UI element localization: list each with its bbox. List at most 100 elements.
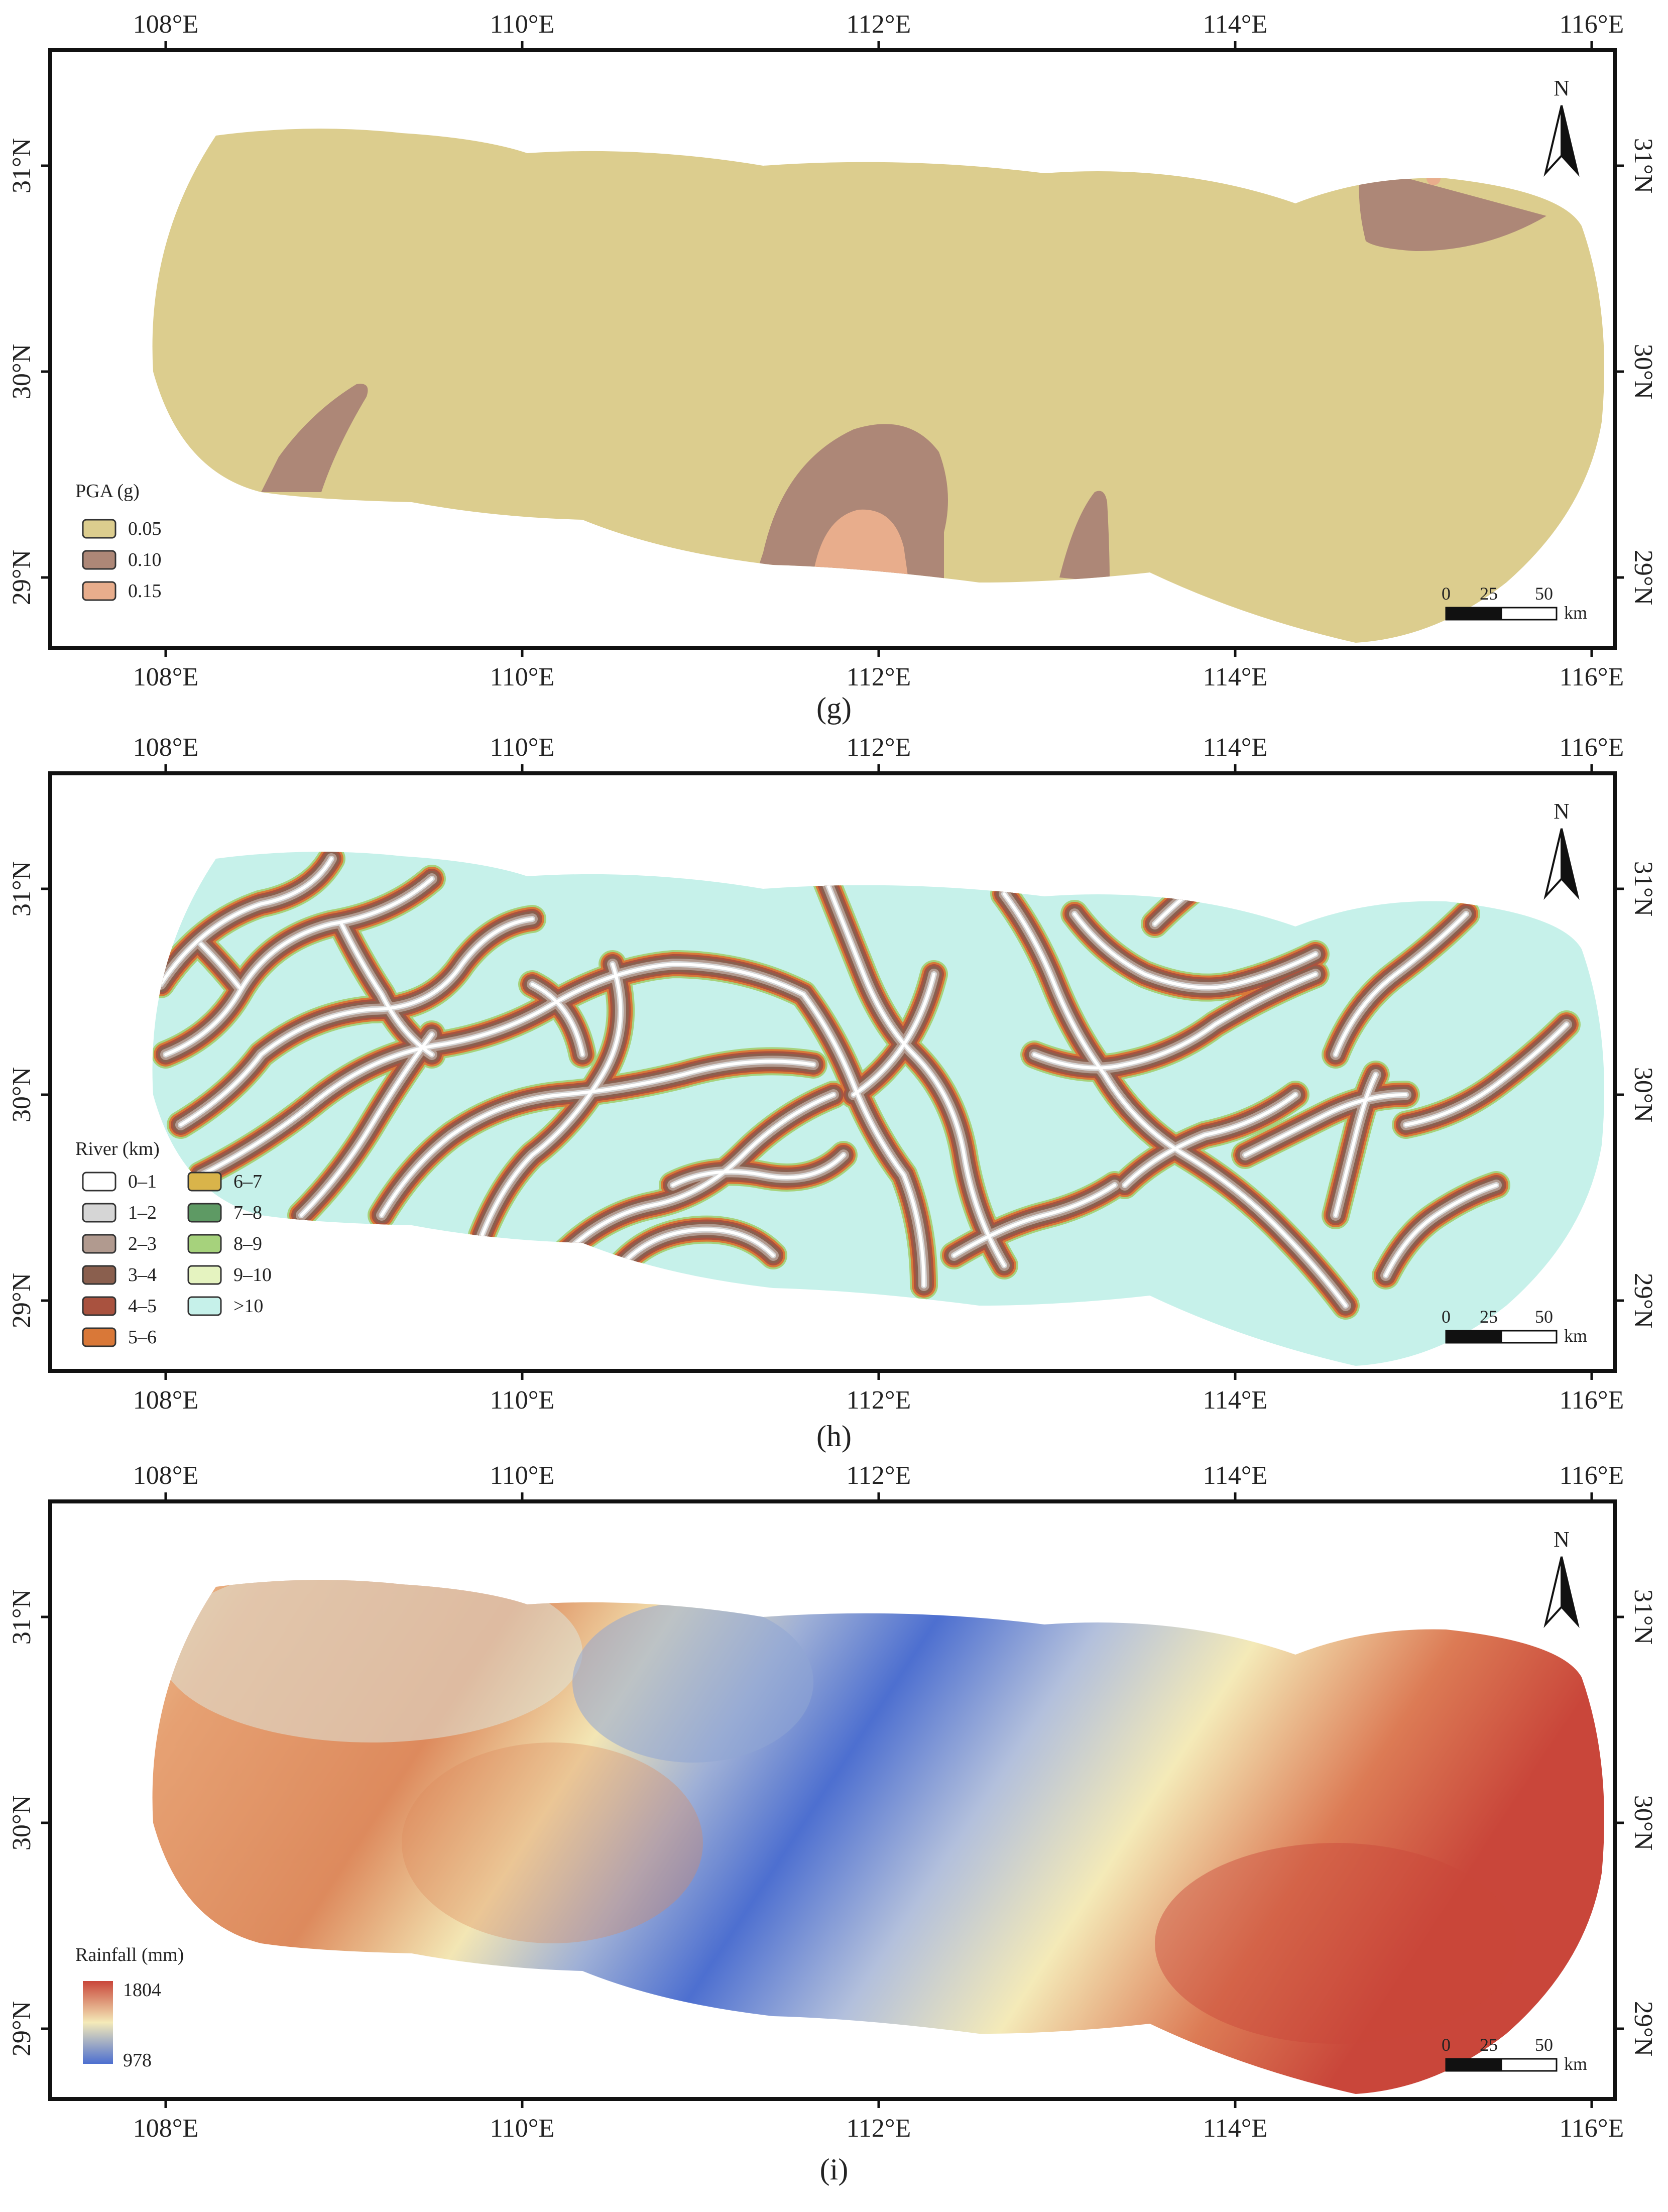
scale-unit: km [1564, 1326, 1587, 1346]
scale-bar: 0 25 50 km [1442, 2035, 1587, 2074]
legend-label: 0.15 [128, 580, 162, 602]
lon-tick-bottom: 108°E [133, 1386, 199, 1415]
panel-h-decorations: 108°E 108°E 110°E 110°E 112°E 112°E 114°E 114°E… [8, 733, 1657, 1453]
lon-tick-top: 116°E [1560, 10, 1624, 39]
river-buffer [912, 1053, 1006, 1267]
north-arrow-label: N [1554, 1527, 1570, 1552]
lon-tick-top: 108°E [133, 10, 199, 39]
pga-zone-0.10-northeast [1359, 166, 1546, 251]
lat-tick-left: 31°N [8, 861, 36, 916]
legend-label: 7–8 [233, 1202, 262, 1223]
lat-tick-left: 30°N [8, 1795, 36, 1850]
legend-swatch [187, 1265, 222, 1285]
lon-tick-bottom: 116°E [1560, 2114, 1624, 2143]
lon-tick-bottom: 110°E [490, 2114, 555, 2143]
lat-tick-right: 30°N [1629, 344, 1657, 399]
river-buffer [1073, 912, 1317, 989]
legend-swatch [82, 1172, 116, 1192]
scale-label: 25 [1480, 2035, 1498, 2055]
river-buffer [1334, 1073, 1377, 1217]
lat-tick-left: 30°N [8, 1067, 36, 1122]
legend-swatch [187, 1296, 222, 1316]
lon-tick-top: 112°E [847, 733, 911, 762]
legend-label: 0.10 [128, 549, 162, 570]
legend-label: 2–3 [128, 1233, 157, 1254]
river-buffer [852, 973, 935, 1096]
lon-tick-top: 110°E [490, 10, 555, 39]
river-buffer [481, 963, 622, 1237]
legend-title: Rainfall (mm) [75, 1944, 184, 1965]
scale-label: 50 [1535, 2035, 1553, 2055]
river-buffer [164, 877, 433, 1056]
legend-min: 978 [123, 2050, 152, 2071]
lon-tick-top: 116°E [1560, 1461, 1624, 1490]
lat-tick-right: 31°N [1629, 1589, 1657, 1645]
lon-tick-top: 112°E [847, 1461, 911, 1490]
north-arrow-icon [1561, 828, 1580, 900]
lat-tick-left: 29°N [8, 550, 36, 605]
panel-caption: (g) [816, 691, 852, 725]
lon-tick-top: 110°E [490, 733, 555, 762]
lon-tick-bottom: 112°E [847, 1386, 911, 1415]
legend-label: 3–4 [128, 1264, 157, 1286]
north-arrow-label: N [1554, 799, 1570, 824]
river-buffer [952, 1184, 1116, 1257]
legend-label: 0–1 [128, 1171, 157, 1192]
lat-tick-right: 30°N [1629, 1795, 1657, 1850]
lon-tick-top: 108°E [133, 1461, 199, 1490]
river-buffer [1003, 892, 1347, 1307]
river-buffer [340, 922, 433, 1056]
legend-swatch [82, 519, 116, 539]
river-buffer [159, 857, 333, 986]
lat-tick-right: 29°N [1629, 550, 1657, 605]
lat-tick-left: 29°N [8, 1273, 36, 1328]
lon-tick-bottom: 114°E [1203, 663, 1268, 691]
panel-i [48, 1499, 1617, 2101]
lat-tick-right: 30°N [1629, 1067, 1657, 1122]
river-buffer [531, 983, 584, 1056]
scale-label: 50 [1535, 584, 1553, 604]
legend-title: River (km) [75, 1138, 160, 1159]
rainfall-map [152, 1580, 1605, 2094]
lon-tick-top: 110°E [490, 1461, 555, 1490]
scale-unit: km [1564, 2054, 1587, 2074]
panel-caption: (i) [820, 2153, 849, 2186]
scale-bar: 0 25 50 km [1442, 1307, 1587, 1346]
river-buffer [822, 872, 915, 1056]
legend-swatch [187, 1203, 222, 1223]
legend-max: 1804 [123, 1980, 161, 2001]
legend-swatch [187, 1172, 222, 1192]
legend-label: 9–10 [233, 1264, 272, 1286]
river-buffer [199, 943, 243, 991]
legend-rainfall: Rainfall (mm) 1804 978 [75, 1944, 184, 2071]
panel-g-decorations: 108°E 108°E 110°E 110°E 112°E 112°E 114°E 114°E… [8, 10, 1657, 725]
lat-tick-left: 31°N [8, 138, 36, 193]
lon-tick-bottom: 114°E [1203, 1386, 1268, 1415]
lon-tick-bottom: 108°E [133, 663, 199, 691]
lon-tick-top: 114°E [1203, 10, 1268, 39]
lat-tick-left: 29°N [8, 2001, 36, 2056]
legend-color-ramp [83, 1981, 113, 2064]
legend-pga: PGA (g) 0.05 0.10 0.15 [75, 481, 162, 602]
lat-tick-right: 29°N [1629, 1273, 1657, 1328]
river-buffer [1244, 1093, 1407, 1156]
legend-swatch [187, 1234, 222, 1254]
river-buffer [199, 963, 805, 1177]
legend-label: 0.05 [128, 518, 162, 539]
lon-tick-top: 112°E [847, 10, 911, 39]
legend-river: River (km) 0–1 1–2 2–3 3–4 4–5 5–6 6–7 7–8 8–9 9–1… [75, 1138, 272, 1348]
legend-swatch [82, 1296, 116, 1316]
scale-unit: km [1564, 603, 1587, 623]
legend-label: 1–2 [128, 1202, 157, 1223]
river-buffer [1404, 1023, 1568, 1126]
legend-label: 6–7 [233, 1171, 262, 1192]
lat-tick-right: 31°N [1629, 138, 1657, 193]
panel-g [48, 48, 1617, 650]
north-arrow-icon [1561, 1556, 1580, 1628]
lon-tick-bottom: 108°E [133, 2114, 199, 2143]
river-buffer [611, 1228, 775, 1277]
legend-swatch [82, 1203, 116, 1223]
river-buffer [1384, 1184, 1498, 1277]
legend-title: PGA (g) [75, 481, 140, 502]
lon-tick-top: 114°E [1203, 1461, 1268, 1490]
